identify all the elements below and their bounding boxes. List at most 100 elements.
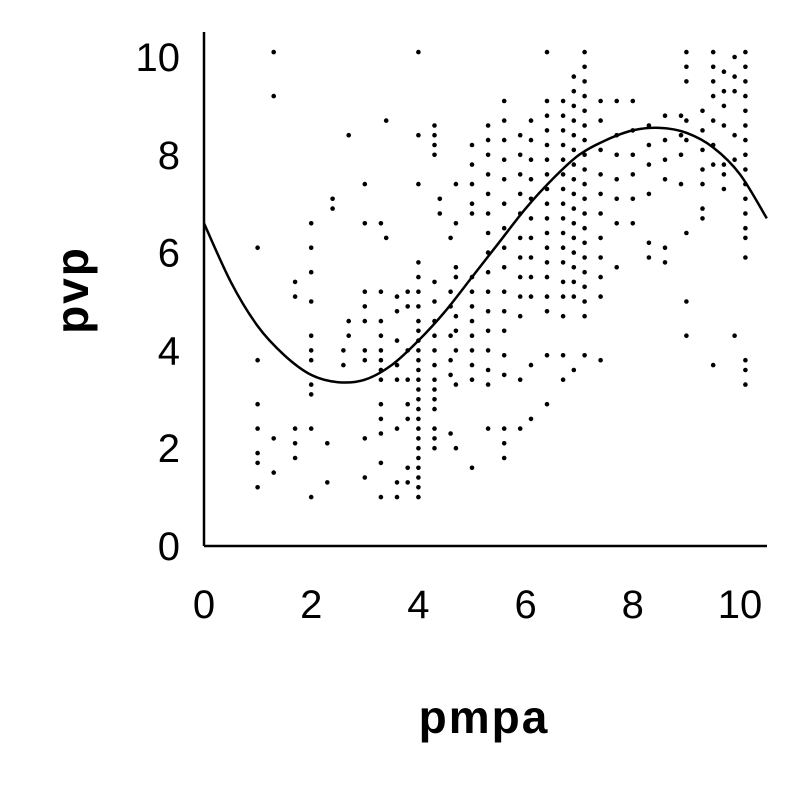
data-point bbox=[721, 172, 727, 177]
data-point bbox=[453, 313, 459, 319]
data-point bbox=[582, 79, 587, 84]
data-point bbox=[710, 162, 716, 167]
data-point bbox=[560, 128, 566, 133]
data-point bbox=[598, 235, 603, 241]
data-point bbox=[325, 441, 330, 446]
x-axis-title: pmpa bbox=[419, 691, 550, 743]
data-point bbox=[517, 274, 523, 280]
data-point bbox=[517, 255, 523, 260]
data-point bbox=[571, 294, 577, 299]
data-point bbox=[469, 181, 475, 187]
data-point bbox=[582, 108, 587, 114]
data-point bbox=[416, 455, 421, 461]
data-point bbox=[394, 338, 400, 343]
data-point bbox=[544, 186, 550, 192]
data-point bbox=[325, 480, 330, 485]
data-point bbox=[308, 348, 314, 353]
data-point bbox=[362, 181, 368, 187]
data-point bbox=[544, 216, 550, 221]
data-point bbox=[560, 201, 566, 206]
data-point bbox=[416, 465, 421, 471]
data-point bbox=[432, 333, 437, 339]
data-point bbox=[560, 142, 566, 148]
data-point bbox=[394, 426, 400, 431]
data-point bbox=[405, 304, 411, 309]
data-point bbox=[432, 426, 437, 431]
data-point bbox=[743, 152, 748, 158]
data-point bbox=[308, 392, 314, 397]
data-point bbox=[448, 357, 453, 363]
data-point bbox=[743, 64, 748, 70]
data-point bbox=[684, 137, 689, 143]
data-point bbox=[432, 299, 437, 304]
data-point bbox=[582, 196, 587, 202]
data-point bbox=[501, 426, 507, 431]
data-point bbox=[469, 465, 475, 471]
data-point bbox=[378, 431, 384, 436]
data-point bbox=[721, 103, 727, 109]
data-point bbox=[598, 211, 603, 216]
data-point bbox=[646, 191, 652, 197]
data-point bbox=[501, 98, 507, 104]
data-point bbox=[700, 181, 705, 187]
data-point bbox=[544, 309, 550, 314]
data-point bbox=[416, 289, 421, 295]
data-point bbox=[416, 367, 421, 373]
data-point bbox=[743, 382, 748, 387]
data-point bbox=[501, 372, 507, 378]
data-point bbox=[710, 49, 716, 55]
data-point bbox=[710, 118, 716, 123]
data-point bbox=[394, 377, 400, 383]
data-point bbox=[469, 318, 475, 324]
data-point bbox=[448, 372, 453, 378]
data-point bbox=[598, 255, 603, 260]
data-point bbox=[630, 196, 636, 202]
data-point bbox=[646, 240, 652, 246]
data-point bbox=[362, 348, 368, 353]
data-point bbox=[485, 289, 491, 295]
data-point bbox=[598, 294, 603, 299]
data-point bbox=[662, 157, 668, 162]
data-point bbox=[721, 69, 727, 74]
data-point bbox=[614, 152, 619, 158]
data-point bbox=[432, 123, 437, 128]
x-tick-label: 4 bbox=[407, 583, 429, 627]
data-point bbox=[469, 201, 475, 206]
data-point bbox=[684, 49, 689, 55]
data-point bbox=[308, 299, 314, 304]
data-point bbox=[485, 382, 491, 387]
data-point bbox=[416, 348, 421, 353]
data-point bbox=[501, 309, 507, 314]
data-point bbox=[743, 49, 748, 55]
data-point bbox=[255, 357, 260, 363]
y-tick-label: 10 bbox=[136, 36, 181, 80]
data-point bbox=[571, 147, 577, 153]
data-point bbox=[743, 196, 748, 202]
data-point bbox=[721, 123, 727, 128]
data-point bbox=[346, 132, 352, 138]
data-point bbox=[732, 54, 737, 60]
data-point bbox=[517, 191, 523, 197]
x-tick-label: 8 bbox=[622, 583, 644, 627]
data-point bbox=[571, 177, 577, 182]
data-point bbox=[517, 313, 523, 319]
data-point bbox=[700, 206, 705, 211]
data-point bbox=[255, 426, 260, 431]
data-point bbox=[721, 88, 727, 94]
data-point bbox=[416, 426, 421, 431]
data-point bbox=[560, 294, 566, 299]
data-point bbox=[437, 196, 443, 202]
data-point bbox=[416, 304, 421, 309]
y-tick-label: 6 bbox=[158, 232, 180, 276]
data-point bbox=[485, 172, 491, 177]
data-point bbox=[662, 260, 668, 265]
data-point bbox=[700, 128, 705, 133]
data-point bbox=[598, 172, 603, 177]
data-point bbox=[560, 172, 566, 177]
data-point bbox=[544, 245, 550, 250]
data-point bbox=[684, 64, 689, 70]
data-point bbox=[501, 118, 507, 123]
data-point bbox=[405, 465, 411, 471]
data-point bbox=[485, 367, 491, 373]
data-point bbox=[378, 289, 384, 295]
